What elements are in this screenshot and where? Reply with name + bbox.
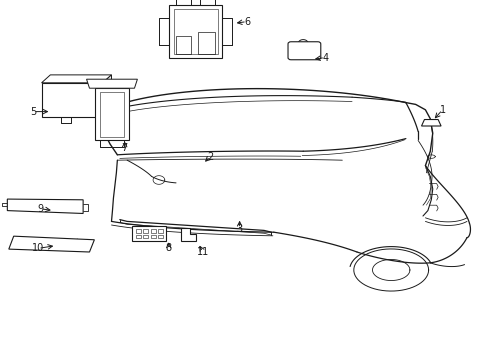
Text: 3: 3 <box>236 224 242 234</box>
Bar <box>176 36 190 54</box>
Bar <box>168 5 222 58</box>
Bar <box>136 235 141 238</box>
Text: 6: 6 <box>244 17 249 27</box>
Bar <box>136 229 141 233</box>
Text: 8: 8 <box>165 243 171 253</box>
Text: 7: 7 <box>122 143 127 153</box>
Bar <box>158 229 163 233</box>
Bar <box>173 9 217 54</box>
Polygon shape <box>421 120 440 126</box>
Text: 9: 9 <box>38 204 43 214</box>
Polygon shape <box>7 199 83 213</box>
Text: 5: 5 <box>30 107 36 117</box>
Bar <box>95 88 128 140</box>
Bar <box>143 229 148 233</box>
Polygon shape <box>41 75 111 83</box>
Bar <box>150 229 155 233</box>
Text: 1: 1 <box>439 105 445 115</box>
Polygon shape <box>9 236 94 252</box>
FancyBboxPatch shape <box>287 42 320 60</box>
Text: 4: 4 <box>322 53 327 63</box>
Bar <box>158 235 163 238</box>
Bar <box>198 32 215 54</box>
Polygon shape <box>86 79 137 88</box>
Bar <box>132 226 166 241</box>
Text: 11: 11 <box>196 247 209 257</box>
Text: 10: 10 <box>32 243 44 253</box>
Bar <box>150 235 155 238</box>
Polygon shape <box>102 75 111 117</box>
Bar <box>143 235 148 238</box>
Bar <box>100 92 123 137</box>
Bar <box>41 83 102 117</box>
Polygon shape <box>181 228 195 241</box>
Text: 2: 2 <box>207 152 213 162</box>
